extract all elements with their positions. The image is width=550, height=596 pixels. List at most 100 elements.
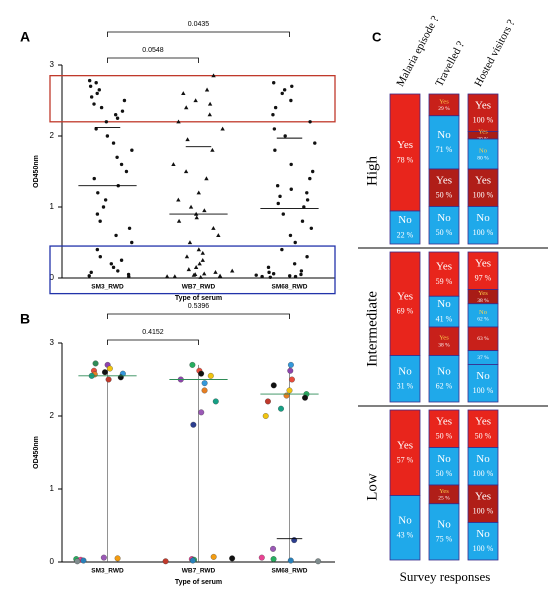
segment-name: No xyxy=(437,453,451,465)
panel-letter: B xyxy=(20,311,30,327)
data-point xyxy=(115,116,120,120)
highlight-box xyxy=(49,245,336,295)
segment-name: No xyxy=(479,309,487,316)
x-tick-label: WB7_RWD xyxy=(182,568,216,575)
data-point xyxy=(114,233,118,238)
data-point xyxy=(287,361,294,368)
data-point xyxy=(103,198,108,202)
data-point xyxy=(176,197,181,202)
comparison-bracket xyxy=(107,57,199,63)
data-point xyxy=(273,148,277,152)
segment-value-label: 100 % xyxy=(473,191,494,200)
p-value: 0.0435 xyxy=(188,21,210,28)
data-point xyxy=(95,247,100,252)
segment-value-label: 100 % xyxy=(473,228,494,237)
data-point xyxy=(299,272,303,277)
data-point xyxy=(190,421,197,428)
bar-segment xyxy=(389,210,421,245)
data-point xyxy=(88,84,93,89)
data-point xyxy=(217,273,223,278)
segment-name: Yes xyxy=(475,174,491,186)
data-point xyxy=(283,392,290,399)
bar-segment xyxy=(428,355,460,403)
data-point xyxy=(100,554,107,561)
segment-name: Yes xyxy=(439,98,449,105)
group-label: Intermediate xyxy=(364,291,380,367)
data-point xyxy=(101,205,106,209)
segment-value-label: 63 % xyxy=(477,336,489,342)
data-point xyxy=(189,361,196,368)
data-point xyxy=(216,233,221,237)
data-point xyxy=(95,91,99,96)
x-axis-label: Survey responses xyxy=(400,569,491,584)
segment-value-label: 37 % xyxy=(477,355,489,361)
segment-value-label: 38 % xyxy=(438,343,450,349)
bar-segment xyxy=(389,495,421,561)
bar-segment xyxy=(467,447,499,486)
segment-value-label: 38 % xyxy=(477,298,489,304)
data-point xyxy=(164,274,170,279)
bar-segment xyxy=(428,503,460,561)
segment-value-label: 97 % xyxy=(475,274,492,283)
data-point xyxy=(114,555,121,562)
segment-value-label: 62 % xyxy=(477,317,489,323)
y-tick-label: 0 xyxy=(50,557,55,566)
segment-value-label: 50 % xyxy=(436,469,453,478)
panel-letter: A xyxy=(20,29,30,45)
data-point xyxy=(260,274,264,279)
data-point xyxy=(272,127,277,131)
data-point xyxy=(96,191,100,195)
segment-name: Yes xyxy=(475,99,491,111)
data-point xyxy=(220,126,225,131)
segment-name: No xyxy=(437,212,451,224)
data-point xyxy=(273,105,278,110)
data-point xyxy=(176,119,181,124)
data-point xyxy=(210,553,217,560)
bar-segment xyxy=(467,522,499,561)
data-point xyxy=(122,98,127,103)
segment-name: Yes xyxy=(439,335,449,342)
data-point xyxy=(198,370,205,377)
data-point xyxy=(310,169,315,174)
data-point xyxy=(287,367,294,374)
bar-segment xyxy=(467,93,499,132)
data-point xyxy=(267,270,271,275)
data-point xyxy=(315,558,322,565)
data-point xyxy=(300,219,305,223)
data-point xyxy=(290,84,294,89)
segment-name: Yes xyxy=(478,129,488,136)
y-tick-label: 1 xyxy=(50,202,55,211)
segment-value-label: 62 % xyxy=(436,382,453,391)
x-tick-label: SM3_RWD xyxy=(91,568,124,575)
segment-value-label: 50 % xyxy=(475,432,492,441)
data-point xyxy=(270,382,277,389)
data-point xyxy=(89,95,94,99)
data-point xyxy=(111,141,116,145)
segment-name: Yes xyxy=(478,290,488,297)
x-axis-label: Type of serum xyxy=(175,295,222,302)
data-point xyxy=(193,98,198,103)
bar-segment xyxy=(389,251,421,356)
data-point xyxy=(201,380,208,387)
data-point xyxy=(197,261,202,266)
bar-segment xyxy=(428,251,460,297)
data-point xyxy=(305,198,310,202)
data-point xyxy=(200,257,205,262)
y-axis-label: OD450nm xyxy=(33,155,40,188)
segment-value-label: 41 % xyxy=(436,314,453,323)
segment-value-label: 31 % xyxy=(397,382,414,391)
data-point xyxy=(305,191,309,195)
x-tick-label: SM68_RWD xyxy=(271,568,307,575)
bar-segment xyxy=(428,326,460,356)
bar-segment xyxy=(467,364,499,403)
group-label: Low xyxy=(364,473,380,501)
segment-value-label: 75 % xyxy=(436,535,453,544)
segment-value-label: 57 % xyxy=(397,456,414,465)
segment-name: Yes xyxy=(397,139,413,151)
data-point xyxy=(309,226,314,230)
data-point xyxy=(89,270,93,275)
p-value: 0.4152 xyxy=(142,329,164,336)
data-point xyxy=(204,176,209,181)
segment-value-label: 29 % xyxy=(438,106,450,112)
segment-name: No xyxy=(398,514,412,526)
